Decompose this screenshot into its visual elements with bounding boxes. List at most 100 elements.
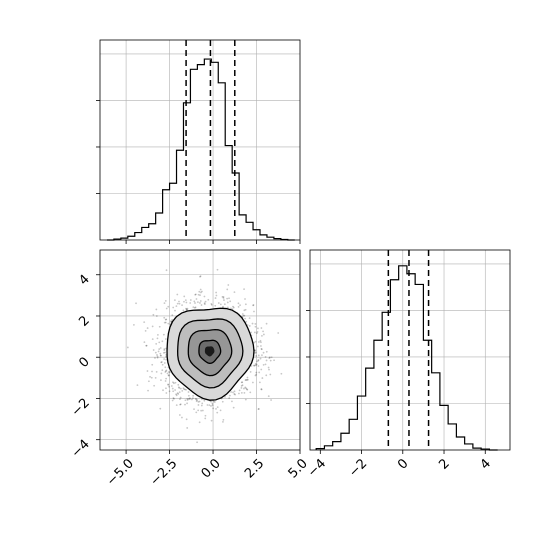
scatter-point bbox=[250, 331, 252, 334]
scatter-point bbox=[265, 359, 268, 362]
scatter-point bbox=[257, 327, 259, 330]
scatter-point bbox=[176, 302, 179, 305]
scatter-point bbox=[254, 362, 257, 365]
scatter-point bbox=[185, 388, 188, 391]
scatter-point bbox=[254, 325, 257, 328]
scatter-point bbox=[177, 386, 180, 389]
scatter-point bbox=[143, 321, 146, 323]
scatter-point bbox=[210, 400, 213, 403]
scatter-point bbox=[152, 349, 155, 351]
scatter-point bbox=[171, 314, 174, 317]
scatter-point bbox=[215, 294, 218, 297]
scatter-point bbox=[175, 393, 177, 396]
scatter-point bbox=[159, 352, 162, 355]
scatter-point bbox=[164, 338, 167, 340]
scatter-point bbox=[249, 391, 252, 394]
scatter-point bbox=[161, 340, 164, 343]
scatter-point bbox=[201, 290, 203, 293]
scatter-point bbox=[267, 395, 270, 398]
scatter-point bbox=[242, 314, 245, 317]
scatter-point bbox=[210, 303, 213, 305]
scatter-point bbox=[156, 356, 159, 359]
scatter-point bbox=[178, 387, 181, 389]
scatter-point bbox=[258, 381, 261, 384]
scatter-point bbox=[210, 303, 213, 306]
scatter-point bbox=[164, 318, 167, 321]
scatter-point bbox=[243, 309, 246, 312]
scatter-point bbox=[171, 399, 174, 402]
scatter-point bbox=[257, 359, 260, 362]
scatter-point bbox=[245, 388, 248, 391]
scatter-point bbox=[203, 303, 206, 306]
scatter-point bbox=[240, 391, 243, 394]
scatter-point bbox=[135, 302, 137, 305]
scatter-point bbox=[245, 320, 248, 323]
scatter-point bbox=[158, 325, 161, 328]
scatter-point bbox=[154, 376, 157, 379]
scatter-point bbox=[255, 351, 257, 354]
scatter-point bbox=[165, 355, 167, 358]
scatter-point bbox=[226, 301, 229, 304]
scatter-point bbox=[221, 400, 224, 403]
scatter-point bbox=[200, 304, 203, 306]
scatter-point bbox=[156, 354, 158, 356]
contour-line bbox=[166, 307, 255, 401]
scatter-point bbox=[194, 293, 197, 296]
scatter-point bbox=[154, 357, 156, 359]
scatter-point bbox=[183, 295, 186, 298]
scatter-point bbox=[260, 368, 263, 371]
scatter-point bbox=[164, 351, 166, 354]
scatter-point bbox=[187, 391, 190, 393]
contour-line bbox=[177, 318, 244, 389]
scatter-point bbox=[260, 345, 262, 347]
scatter-point bbox=[173, 299, 176, 302]
scatter-point bbox=[165, 318, 168, 321]
scatter-point bbox=[165, 307, 168, 310]
scatter-point bbox=[178, 414, 181, 416]
scatter-point bbox=[253, 364, 255, 367]
scatter-point bbox=[195, 398, 198, 401]
scatter-point bbox=[227, 284, 230, 286]
scatter-point bbox=[170, 320, 172, 322]
scatter-point bbox=[237, 302, 240, 305]
scatter-point bbox=[201, 398, 203, 401]
scatter-point bbox=[161, 363, 164, 366]
scatter-point bbox=[199, 300, 202, 302]
scatter-point bbox=[260, 347, 263, 350]
scatter-point bbox=[243, 387, 245, 390]
scatter-point bbox=[136, 384, 139, 387]
scatter-point bbox=[257, 407, 260, 410]
scatter-point bbox=[171, 387, 174, 390]
scatter-point bbox=[174, 309, 176, 312]
scatter-point bbox=[175, 404, 178, 407]
scatter-point bbox=[244, 386, 247, 389]
scatter-point bbox=[158, 341, 161, 344]
scatter-point bbox=[185, 418, 188, 421]
scatter-point bbox=[172, 397, 175, 399]
scatter-point bbox=[213, 401, 216, 403]
scatter-point bbox=[243, 392, 246, 394]
scatter-point bbox=[228, 397, 231, 399]
scatter-point bbox=[186, 402, 188, 405]
scatter-point bbox=[175, 305, 178, 308]
scatter-point bbox=[170, 385, 173, 387]
scatter-point bbox=[167, 374, 170, 377]
scatter-point bbox=[214, 304, 217, 307]
contour-line bbox=[187, 328, 233, 377]
scatter-point bbox=[253, 364, 256, 367]
scatter-point bbox=[233, 291, 236, 294]
scatter-point bbox=[246, 388, 249, 391]
scatter-point bbox=[201, 402, 204, 405]
scatter-point bbox=[222, 296, 225, 298]
scatter-point bbox=[233, 390, 236, 393]
scatter-point bbox=[165, 369, 168, 372]
scatter-point bbox=[177, 383, 180, 386]
scatter-point bbox=[171, 318, 174, 321]
scatter-point bbox=[216, 406, 219, 409]
scatter-point bbox=[192, 397, 194, 400]
scatter-point bbox=[173, 382, 175, 385]
scatter-point bbox=[256, 345, 259, 348]
scatter-point bbox=[179, 398, 181, 401]
scatter-point bbox=[268, 368, 270, 371]
scatter-point bbox=[243, 288, 245, 291]
